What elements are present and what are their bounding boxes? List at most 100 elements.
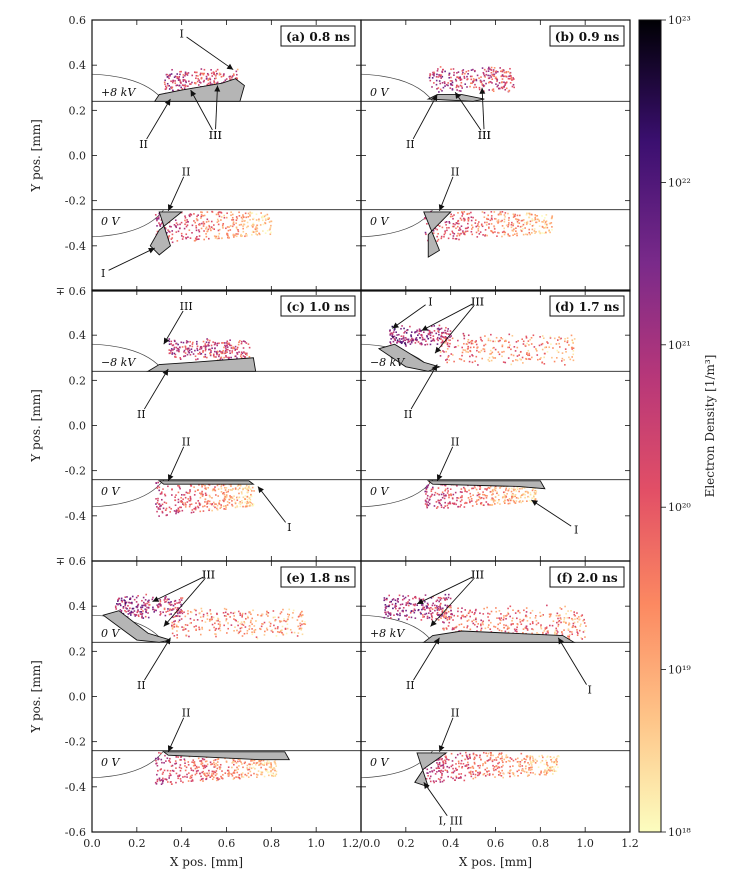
density-point (424, 231, 427, 234)
annotation-label: I (428, 295, 432, 308)
density-point (426, 335, 428, 337)
density-point (468, 611, 470, 614)
density-point (418, 330, 421, 332)
density-point (147, 606, 150, 609)
density-point (473, 613, 476, 616)
density-point (571, 339, 574, 341)
density-point (492, 497, 494, 500)
density-point (552, 347, 554, 349)
density-point (543, 352, 546, 355)
density-point (218, 232, 221, 235)
density-point (486, 770, 488, 773)
density-point (171, 609, 173, 611)
density-point (497, 84, 499, 87)
density-point (132, 607, 135, 610)
density-point (502, 86, 504, 88)
density-point (546, 767, 548, 769)
density-point (202, 767, 205, 770)
density-point (258, 764, 260, 766)
density-point (195, 770, 198, 772)
density-point (403, 339, 405, 341)
density-point (488, 360, 491, 363)
density-point (158, 486, 161, 489)
density-point (193, 762, 196, 765)
density-point (460, 762, 462, 765)
density-point (509, 765, 511, 768)
density-point (169, 770, 172, 772)
density-point (141, 613, 143, 616)
density-point (184, 769, 187, 772)
density-point (528, 499, 531, 502)
density-point (396, 341, 398, 344)
density-point (232, 761, 234, 763)
density-point (458, 773, 460, 775)
density-point (516, 761, 519, 763)
density-point (241, 492, 243, 495)
density-point (180, 500, 183, 502)
density-point (205, 235, 208, 238)
density-point (241, 501, 244, 504)
density-point (205, 221, 208, 223)
density-point (442, 86, 445, 89)
density-point (201, 495, 204, 497)
density-point (444, 505, 446, 507)
density-point (213, 73, 215, 76)
density-point (431, 486, 434, 489)
annotation-label: II (137, 679, 146, 692)
density-point (506, 628, 509, 630)
density-point (396, 613, 398, 615)
density-point (498, 610, 501, 612)
density-point (408, 602, 411, 605)
density-point (183, 628, 185, 631)
density-point (475, 620, 478, 623)
density-point (233, 763, 235, 766)
density-point (245, 216, 248, 219)
density-point (463, 615, 465, 618)
density-point (535, 619, 538, 622)
density-point (168, 235, 171, 237)
density-point (246, 501, 249, 503)
density-point (222, 342, 225, 344)
density-point (199, 72, 202, 75)
density-point (531, 632, 533, 635)
density-point (486, 221, 488, 224)
density-point (205, 775, 208, 778)
density-point (236, 353, 239, 355)
density-point (443, 612, 446, 615)
density-point (445, 337, 448, 339)
density-point (453, 71, 455, 74)
density-point (484, 768, 487, 771)
density-point (426, 503, 429, 506)
density-point (229, 77, 231, 80)
density-point (213, 235, 216, 237)
density-point (526, 755, 529, 757)
density-point (463, 211, 466, 213)
density-point (502, 764, 504, 767)
density-point (179, 759, 181, 761)
density-point (205, 488, 207, 491)
density-point (473, 762, 476, 765)
density-point (508, 346, 510, 349)
density-point (434, 609, 436, 612)
density-point (208, 620, 211, 622)
density-point (467, 219, 470, 222)
density-point (530, 343, 533, 345)
density-point (185, 348, 187, 350)
density-point (198, 230, 201, 233)
density-point (177, 609, 180, 612)
density-point (205, 226, 208, 229)
density-point (209, 354, 212, 357)
density-point (173, 224, 176, 226)
density-point (507, 759, 510, 762)
density-point (166, 514, 168, 516)
density-point (551, 356, 553, 359)
density-point (437, 232, 439, 235)
density-point (199, 504, 201, 506)
density-point (436, 611, 439, 614)
density-point (196, 505, 199, 508)
density-point (165, 611, 167, 613)
density-point (214, 489, 217, 492)
density-point (243, 351, 245, 353)
density-point (300, 615, 303, 618)
density-point (277, 626, 279, 628)
